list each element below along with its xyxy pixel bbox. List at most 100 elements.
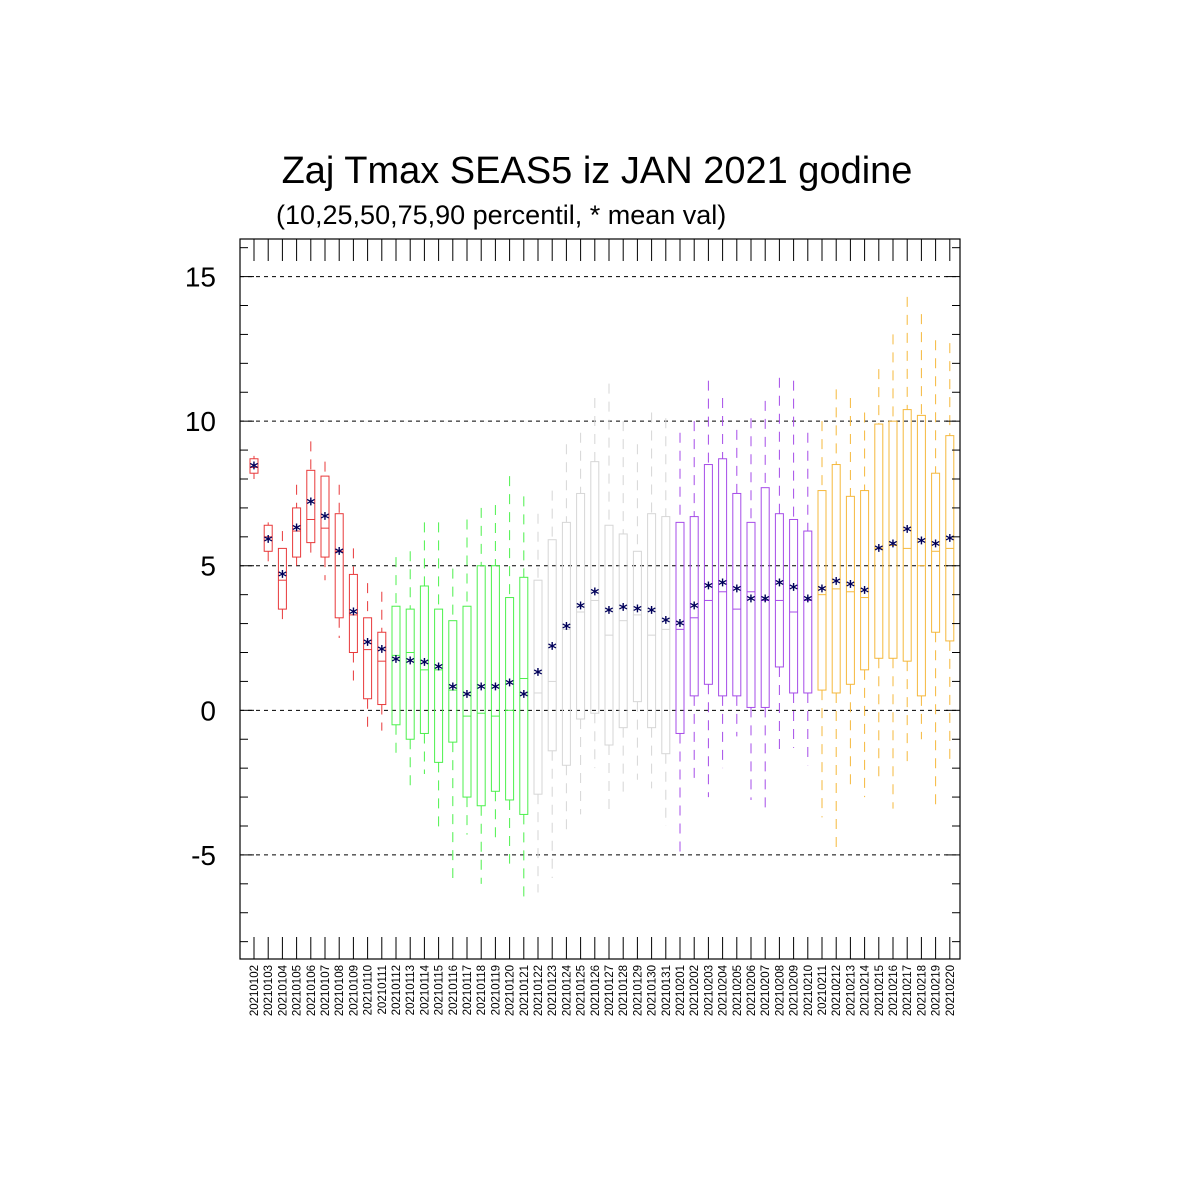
mean-marker: * — [860, 583, 869, 603]
box-iqr — [703, 464, 713, 685]
x-tick-label: 20210201 — [675, 965, 687, 1016]
box-iqr — [774, 513, 784, 668]
x-tick-label: 20210127 — [604, 965, 616, 1016]
mean-marker: * — [945, 531, 954, 551]
box-20210220 — [945, 343, 955, 766]
x-tick-label: 20210107 — [320, 965, 332, 1016]
box-20210128 — [618, 421, 628, 795]
mean-marker: * — [321, 510, 330, 530]
box-20210215 — [874, 369, 884, 780]
box-iqr — [561, 521, 571, 766]
plot-frame — [239, 238, 961, 960]
mean-marker: * — [633, 602, 642, 622]
y-tick-label: 5 — [200, 551, 216, 582]
box-iqr — [306, 469, 316, 544]
mean-marker: * — [278, 567, 287, 587]
x-tick-label: 20210131 — [661, 965, 673, 1016]
mean-marker: * — [534, 666, 543, 686]
x-tick-label: 20210202 — [689, 965, 701, 1016]
box-iqr — [590, 461, 600, 714]
box-iqr — [434, 608, 444, 763]
box-20210122 — [533, 513, 543, 893]
box-20210107 — [320, 461, 330, 581]
box-iqr — [490, 565, 500, 792]
box-20210112 — [391, 557, 401, 760]
box-iqr — [618, 533, 628, 729]
mean-marker: * — [931, 537, 940, 557]
x-tick-label: 20210121 — [519, 965, 531, 1016]
box-iqr — [689, 516, 699, 697]
x-tick-label: 20210105 — [292, 965, 304, 1016]
x-tick-label: 20210110 — [363, 965, 375, 1015]
box-iqr — [391, 605, 401, 726]
y-tick-label: -5 — [191, 840, 216, 871]
mean-marker: * — [463, 687, 472, 707]
mean-marker: * — [718, 576, 727, 596]
box-20210108 — [334, 484, 344, 639]
box-20210114 — [419, 522, 429, 774]
x-tick-label: 20210102 — [249, 965, 261, 1016]
mean-marker: * — [448, 680, 457, 700]
box-20210119 — [490, 505, 500, 844]
box-iqr — [519, 576, 529, 815]
mean-markers: ********* ** * * ** * * * ******** * * ** *** * ** ** **… — [250, 459, 955, 707]
x-tick-label: 20210111 — [377, 965, 389, 1014]
mean-marker: * — [519, 687, 528, 707]
x-tick-label: 20210212 — [831, 965, 843, 1016]
mean-marker: * — [917, 534, 926, 554]
mean-marker: * — [377, 643, 386, 663]
x-tick-label: 20210203 — [703, 965, 715, 1016]
mean-marker: * — [349, 605, 358, 625]
box-iqr — [363, 617, 373, 700]
box-20210102 — [249, 455, 259, 479]
box-iqr — [334, 513, 344, 619]
mean-marker: * — [846, 578, 855, 598]
box-20210115 — [434, 522, 444, 832]
x-tick-label: 20210219 — [931, 965, 943, 1016]
x-tick-label: 20210217 — [902, 965, 914, 1016]
box-20210219 — [931, 340, 941, 806]
box-iqr — [320, 475, 330, 558]
box-iqr — [902, 409, 912, 662]
mean-marker: * — [676, 617, 685, 637]
x-tick-label: 20210206 — [746, 965, 758, 1016]
box-iqr — [661, 516, 671, 755]
gridlines — [240, 276, 960, 856]
x-tick-label: 20210103 — [263, 965, 275, 1016]
x-tick-label: 20210130 — [647, 965, 659, 1016]
box-iqr — [263, 524, 273, 552]
box-iqr — [803, 530, 813, 694]
mean-marker: * — [491, 680, 500, 700]
mean-marker: * — [392, 653, 401, 673]
box-iqr — [249, 458, 259, 474]
x-tick-label: 20210213 — [845, 965, 857, 1016]
box-20210123 — [547, 490, 557, 879]
x-tick-label: 20210214 — [860, 964, 872, 1016]
box-20210211 — [817, 421, 827, 818]
mean-marker: * — [420, 656, 429, 676]
mean-marker: * — [406, 654, 415, 674]
box-iqr — [505, 597, 515, 801]
x-tick-label: 20210128 — [618, 965, 630, 1016]
box-20210129 — [632, 444, 642, 780]
x-axis: 20210102 20210103 20210104 20210105 20210106… — [249, 239, 957, 1016]
mean-marker: * — [889, 537, 898, 557]
box-20210205 — [732, 429, 742, 737]
box-20210127 — [604, 383, 614, 815]
box-20210212 — [831, 389, 841, 853]
mean-marker: * — [605, 604, 614, 624]
mean-marker: * — [903, 523, 912, 543]
x-tick-label: 20210218 — [916, 965, 928, 1016]
mean-marker: * — [576, 599, 585, 619]
box-20210117 — [462, 519, 472, 835]
box-iqr — [888, 420, 898, 659]
box-iqr — [277, 547, 287, 610]
box-20210126 — [590, 398, 600, 769]
box-20210116 — [448, 568, 458, 879]
x-tick-label: 20210115 — [434, 965, 446, 1015]
box-iqr — [817, 490, 827, 691]
mean-marker: * — [335, 544, 344, 564]
box-20210217 — [902, 296, 912, 769]
boxes — [249, 296, 955, 905]
box-20210121 — [519, 496, 529, 905]
